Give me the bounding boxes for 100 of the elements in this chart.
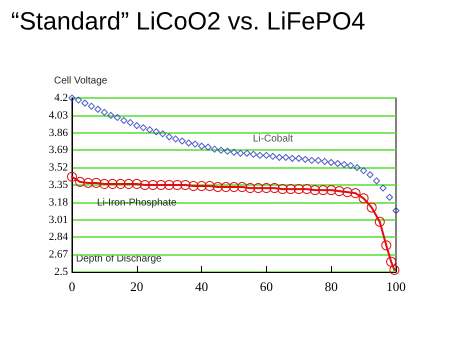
point (152, 128, 160, 136)
point (188, 181, 198, 192)
y-tick-label: 3.35 (48, 179, 68, 191)
point (270, 183, 280, 194)
point (211, 146, 218, 153)
point (196, 181, 207, 192)
point (100, 108, 108, 116)
point (140, 180, 150, 190)
point (350, 188, 360, 198)
point (342, 187, 352, 198)
point (164, 180, 174, 190)
point (172, 180, 182, 190)
point (99, 178, 110, 189)
point (262, 152, 270, 159)
y-tick-label: 3.69 (48, 144, 68, 156)
point (133, 122, 140, 130)
point (261, 183, 272, 194)
point (374, 216, 385, 227)
point (185, 140, 192, 147)
point (75, 176, 86, 187)
point (321, 158, 328, 165)
point (340, 161, 348, 168)
point (256, 152, 264, 159)
point (148, 180, 158, 190)
point (124, 178, 134, 189)
x-tick-label: 20 (130, 279, 144, 294)
point (286, 184, 296, 194)
point (94, 106, 102, 113)
point (366, 171, 374, 178)
point (318, 185, 328, 196)
point (243, 150, 250, 157)
point (294, 184, 304, 194)
point (282, 154, 290, 161)
x-tick-label: 60 (260, 279, 273, 294)
point (146, 126, 154, 134)
y-tick-label: 3.01 (48, 214, 68, 226)
point (236, 150, 244, 157)
point (107, 112, 114, 119)
point (132, 178, 142, 189)
x-tick-label: 100 (386, 279, 406, 294)
point (253, 183, 264, 194)
point (381, 240, 392, 250)
point (310, 185, 320, 196)
y-tick-label: 4.2 (54, 92, 68, 104)
point (326, 185, 336, 196)
y-tick-label: 3.52 (48, 162, 68, 174)
point (295, 154, 302, 162)
point (276, 154, 283, 161)
point (250, 150, 257, 158)
y-axis-title: Cell Voltage (54, 76, 108, 86)
point (328, 158, 335, 166)
point (245, 183, 256, 194)
point (140, 124, 147, 132)
point (88, 102, 95, 110)
point (83, 178, 94, 188)
y-tick-label: 3.86 (48, 126, 68, 139)
y-tick-label: 4.03 (48, 109, 68, 122)
y-tick-label: 3.18 (48, 196, 68, 208)
point (91, 178, 102, 188)
point (302, 184, 312, 194)
point (204, 181, 215, 192)
point (373, 177, 380, 184)
x-tick-label: 80 (324, 279, 338, 294)
point (334, 160, 342, 168)
point (81, 100, 88, 107)
point (224, 148, 232, 155)
point (360, 167, 368, 174)
point (269, 152, 276, 160)
point (74, 96, 82, 104)
point (198, 142, 206, 150)
point (204, 144, 212, 151)
point (156, 180, 166, 190)
y-tick-label: 2.67 (48, 248, 68, 261)
point (237, 182, 248, 192)
point (358, 193, 369, 204)
point (347, 162, 354, 170)
point (386, 256, 396, 267)
point (108, 178, 118, 189)
point (68, 94, 76, 102)
point (67, 172, 77, 182)
point (180, 180, 190, 190)
y-tick-label: 2.5 (54, 266, 68, 278)
point (178, 137, 186, 144)
point (314, 156, 322, 164)
point (172, 135, 180, 142)
point (126, 119, 134, 126)
point (212, 182, 223, 192)
point (278, 184, 288, 194)
point (302, 156, 309, 163)
point (230, 148, 238, 156)
point (392, 207, 400, 214)
point (114, 114, 121, 121)
point (166, 133, 173, 140)
point (159, 130, 166, 138)
point (386, 194, 394, 201)
y-tick-label: 2.84 (48, 231, 68, 244)
point (220, 182, 231, 192)
point (354, 164, 361, 172)
point (192, 140, 199, 148)
chart-title: “Standard” LiCoO2 vs. LiFePO4 (11, 8, 366, 36)
